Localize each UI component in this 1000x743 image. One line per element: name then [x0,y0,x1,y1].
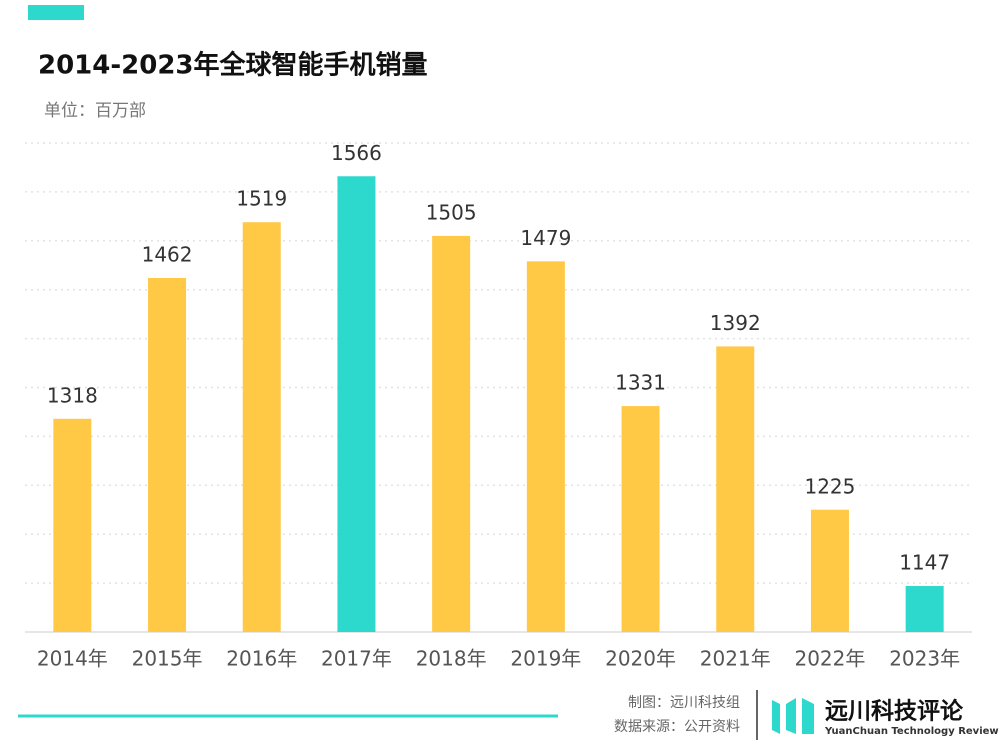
accent-block [28,5,84,20]
bar [621,406,660,632]
x-tick-label: 2020年 [605,647,676,671]
value-label: 1566 [331,141,382,165]
value-label: 1225 [804,474,855,498]
value-label: 1519 [236,187,287,211]
x-tick-label: 2023年 [889,647,960,671]
x-tick-label: 2014年 [37,647,108,671]
value-label: 1392 [710,311,761,335]
brand-name: 远川科技评论 [825,698,964,725]
x-tick-label: 2015年 [132,647,203,671]
bar [148,277,187,632]
value-label: 1505 [426,200,477,224]
brand-name-en: YuanChuan Technology Review [824,726,999,737]
value-label: 1318 [47,383,98,407]
value-label: 1462 [142,242,193,266]
bar [242,222,281,632]
x-tick-label: 2016年 [226,647,297,671]
value-label: 1331 [615,371,666,395]
x-tick-label: 2021年 [700,647,771,671]
x-tick-label: 2022年 [794,647,865,671]
value-label: 1147 [899,551,950,575]
bar [432,235,471,632]
bar [53,418,92,632]
bar [905,586,944,632]
x-tick-label: 2018年 [416,647,487,671]
bar [526,261,565,632]
chart-subtitle: 单位：百万部 [44,101,146,121]
chart-title: 2014-2023年全球智能手机销量 [38,50,428,81]
bar [716,346,755,632]
logo-icon [772,698,814,734]
footer-source: 数据来源：公开资料 [614,719,740,735]
value-label: 1479 [520,226,571,250]
footer-maker: 制图：远川科技组 [628,695,740,711]
x-tick-label: 2019年 [510,647,581,671]
x-tick-label: 2017年 [321,647,392,671]
bar [337,176,376,632]
bar [810,509,849,632]
